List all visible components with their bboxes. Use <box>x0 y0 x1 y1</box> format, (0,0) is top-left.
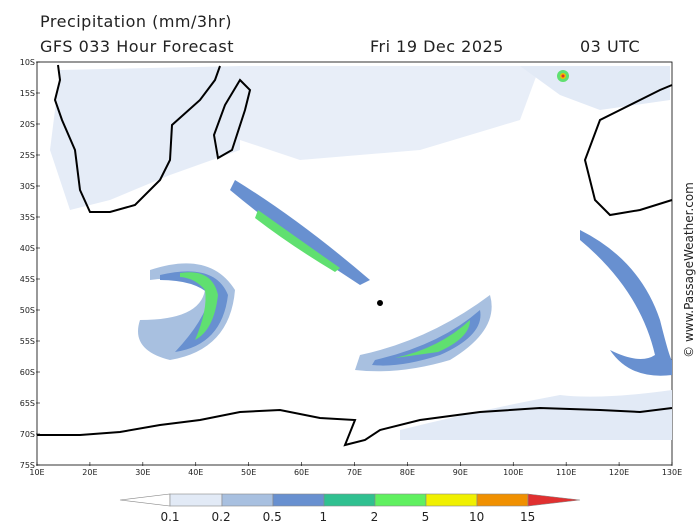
legend-label: 0.5 <box>263 510 282 524</box>
lon-label: 50E <box>241 468 256 477</box>
lat-label: 45S <box>20 275 35 284</box>
lon-label: 80E <box>400 468 415 477</box>
subtitle: GFS 033 Hour Forecast <box>40 37 234 56</box>
lon-label: 90E <box>453 468 468 477</box>
forecast-date: Fri 19 Dec 2025 <box>370 37 504 56</box>
lat-label: 40S <box>20 244 35 253</box>
lat-label: 70S <box>20 430 35 439</box>
forecast-time: 03 UTC <box>580 37 640 56</box>
legend-label: 0.1 <box>160 510 179 524</box>
lat-label: 75S <box>20 461 35 470</box>
coastlines <box>37 64 673 447</box>
lon-label: 130E <box>662 468 682 477</box>
lat-label: 35S <box>20 213 35 222</box>
map <box>36 61 673 466</box>
lat-label: 30S <box>20 182 35 191</box>
legend-label: 15 <box>520 510 535 524</box>
lat-label: 55S <box>20 337 35 346</box>
lat-label: 15S <box>20 89 35 98</box>
lat-label: 20S <box>20 120 35 129</box>
lon-label: 110E <box>556 468 576 477</box>
lon-label: 120E <box>609 468 629 477</box>
lon-label: 60E <box>294 468 309 477</box>
legend-label: 10 <box>469 510 484 524</box>
precipitation <box>50 66 672 440</box>
lat-label: 65S <box>20 399 35 408</box>
credit: © www.PassageWeather.com <box>682 182 696 358</box>
lon-label: 70E <box>347 468 362 477</box>
lat-label: 50S <box>20 306 35 315</box>
legend-label: 0.2 <box>212 510 231 524</box>
lat-label: 10S <box>20 58 35 67</box>
legend-label: 1 <box>319 510 327 524</box>
lon-label: 40E <box>188 468 203 477</box>
lon-label: 20E <box>82 468 97 477</box>
legend-label: 2 <box>371 510 379 524</box>
lon-label: 10E <box>29 468 44 477</box>
lon-label: 30E <box>135 468 150 477</box>
lon-label: 100E <box>503 468 523 477</box>
lat-label: 60S <box>20 368 35 377</box>
lat-label: 25S <box>20 151 35 160</box>
legend-label: 5 <box>422 510 430 524</box>
legend: 0.1 0.2 0.5 1 2 5 10 15 <box>119 493 581 524</box>
title: Precipitation (mm/3hr) <box>40 12 232 31</box>
